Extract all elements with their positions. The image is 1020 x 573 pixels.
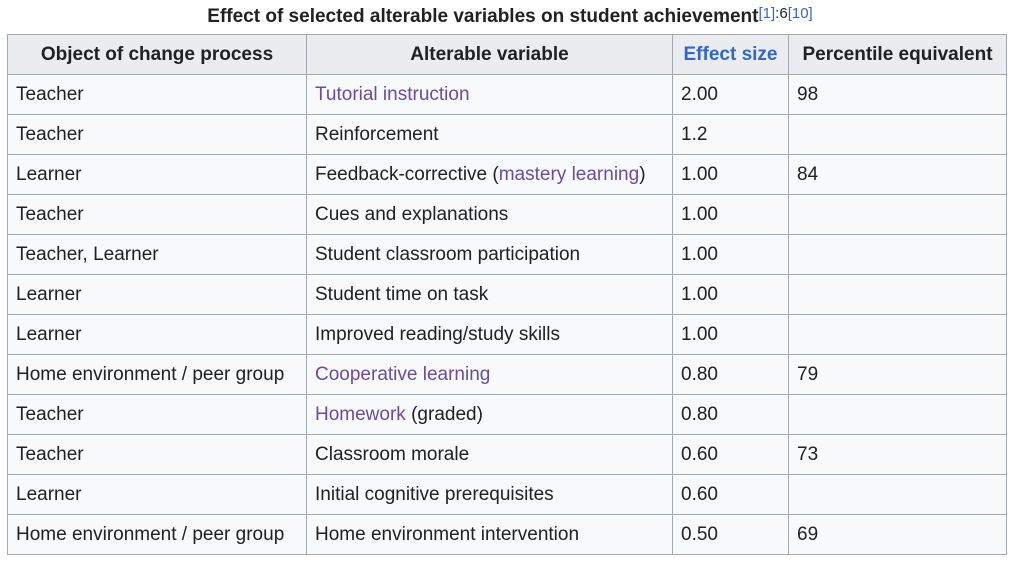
table-row: Learner Initial cognitive prerequisites 0.…	[7, 474, 1007, 515]
table-row: Teacher, Learner Student classroom partic…	[7, 234, 1007, 275]
variable-cell: Home environment intervention	[306, 514, 673, 555]
table-row: Learner Improved reading/study skills 1.00	[7, 314, 1007, 355]
variable-cell: Student time on task	[306, 274, 673, 315]
caption-citations: [1]:6[10]	[758, 5, 812, 22]
table-row: Home environment / peer group Home enviro…	[7, 514, 1007, 555]
object-cell: Teacher, Learner	[7, 234, 307, 275]
object-cell: Learner	[7, 154, 307, 195]
variable-cell: Reinforcement	[306, 114, 673, 155]
variable-text: Feedback-corrective (	[315, 163, 499, 185]
percentile-cell: 69	[788, 514, 1007, 555]
object-cell: Learner	[7, 274, 307, 315]
table-body: Teacher Tutorial instruction 2.00 98 Teacher…	[7, 74, 1007, 555]
effect-size-cell: 1.00	[672, 194, 789, 235]
variable-text: )	[639, 163, 646, 185]
table-caption: Effect of selected alterable variables o…	[0, 4, 1020, 30]
effect-size-cell: 0.80	[672, 354, 789, 395]
achievement-table: Object of change process Alterable varia…	[7, 34, 1007, 555]
object-cell: Home environment / peer group	[7, 514, 307, 555]
percentile-cell	[788, 194, 1007, 235]
percentile-cell: 73	[788, 434, 1007, 475]
variable-cell: Cues and explanations	[306, 194, 673, 235]
variable-text: (graded)	[405, 403, 483, 425]
effect-size-cell: 1.00	[672, 274, 789, 315]
object-cell: Teacher	[7, 434, 307, 475]
percentile-cell	[788, 274, 1007, 315]
table-row: Teacher Reinforcement 1.2	[7, 114, 1007, 155]
variable-link[interactable]: mastery learning	[498, 163, 640, 185]
effect-size-cell: 1.00	[672, 314, 789, 355]
header-effect-size-link[interactable]: Effect size	[672, 34, 789, 75]
table-row: Teacher Tutorial instruction 2.00 98	[7, 74, 1007, 115]
effect-size-cell: 0.60	[672, 434, 789, 475]
variable-cell: Classroom morale	[306, 434, 673, 475]
object-cell: Teacher	[7, 394, 307, 435]
variable-text: Student time on task	[315, 283, 489, 305]
variable-text: Home environment intervention	[315, 523, 580, 545]
object-cell: Teacher	[7, 74, 307, 115]
variable-text: Student classroom participation	[315, 243, 581, 265]
header-percentile[interactable]: Percentile equivalent	[788, 34, 1007, 75]
variable-text: Classroom morale	[315, 443, 470, 465]
citation-link-1[interactable]: [1]	[758, 5, 776, 22]
variable-cell: Cooperative learning	[306, 354, 673, 395]
object-cell: Home environment / peer group	[7, 354, 307, 395]
variable-text: Cues and explanations	[315, 203, 509, 225]
effect-size-cell: 2.00	[672, 74, 789, 115]
citation-page: :6	[775, 5, 788, 22]
percentile-cell	[788, 474, 1007, 515]
percentile-cell: 84	[788, 154, 1007, 195]
percentile-cell	[788, 114, 1007, 155]
percentile-cell: 79	[788, 354, 1007, 395]
object-cell: Teacher	[7, 194, 307, 235]
variable-text: Reinforcement	[315, 123, 439, 145]
table-row: Teacher Classroom morale 0.60 73	[7, 434, 1007, 475]
object-cell: Learner	[7, 314, 307, 355]
table-row: Teacher Cues and explanations 1.00	[7, 194, 1007, 235]
object-cell: Learner	[7, 474, 307, 515]
effect-size-cell: 0.50	[672, 514, 789, 555]
object-cell: Teacher	[7, 114, 307, 155]
percentile-cell	[788, 234, 1007, 275]
effect-size-cell: 0.80	[672, 394, 789, 435]
table-row: Home environment / peer group Cooperative…	[7, 354, 1007, 395]
effect-size-cell: 1.00	[672, 154, 789, 195]
caption-title: Effect of selected alterable variables o…	[207, 6, 759, 27]
variable-cell: Homework (graded)	[306, 394, 673, 435]
header-object[interactable]: Object of change process	[7, 34, 307, 75]
variable-text: Initial cognitive prerequisites	[315, 483, 554, 505]
variable-link[interactable]: Cooperative learning	[315, 363, 491, 385]
variable-cell: Feedback-corrective (mastery learning)	[306, 154, 673, 195]
variable-cell: Student classroom participation	[306, 234, 673, 275]
effect-size-cell: 1.2	[672, 114, 789, 155]
variable-link[interactable]: Tutorial instruction	[315, 83, 470, 105]
variable-text: Improved reading/study skills	[315, 323, 560, 345]
table-row: Learner Student time on task 1.00	[7, 274, 1007, 315]
table-row: Learner Feedback-corrective (mastery lear…	[7, 154, 1007, 195]
citation-link-10[interactable]: [10]	[787, 5, 813, 22]
percentile-cell: 98	[788, 74, 1007, 115]
header-row: Object of change process Alterable varia…	[7, 34, 1007, 75]
percentile-cell	[788, 394, 1007, 435]
effect-size-cell: 0.60	[672, 474, 789, 515]
variable-cell: Initial cognitive prerequisites	[306, 474, 673, 515]
effect-size-cell: 1.00	[672, 234, 789, 275]
percentile-cell	[788, 314, 1007, 355]
variable-link[interactable]: Homework	[315, 403, 406, 425]
variable-cell: Tutorial instruction	[306, 74, 673, 115]
table-row: Teacher Homework (graded) 0.80	[7, 394, 1007, 435]
variable-cell: Improved reading/study skills	[306, 314, 673, 355]
header-variable[interactable]: Alterable variable	[306, 34, 673, 75]
